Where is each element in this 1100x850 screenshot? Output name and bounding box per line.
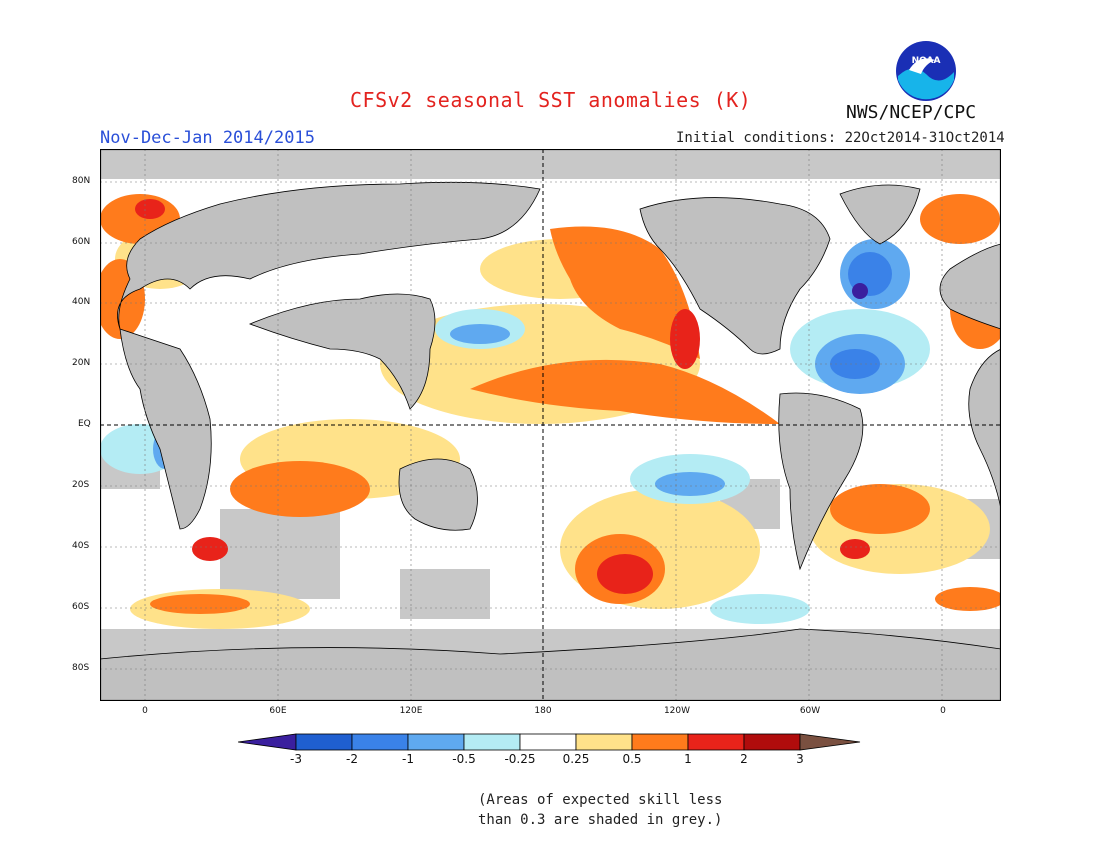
colorbar-label-025: 0.25 [562,752,590,766]
colorbar-label-m05: -0.5 [452,752,476,766]
lon-label-0-east: 0 [940,706,946,716]
colorbar-label-m2: -2 [346,752,358,766]
eurasia-africa-wrap [939,243,1001,510]
lat-label-eq: EQ [78,419,91,429]
lat-label-60s: 60S [72,602,90,612]
lon-label-60w: 60W [799,706,821,716]
agency-label: NWS/NCEP/CPC [846,102,977,123]
sst-anomaly-map [99,148,1002,702]
greenland [839,184,921,245]
land-masses [100,181,1001,701]
map-canvas [99,148,1002,702]
graticule [100,149,1001,701]
lat-label-20n: 20N [72,358,91,368]
antarctica [100,628,1001,701]
lat-label-20s: 20S [72,480,90,490]
lat-label-60n: 60N [72,237,91,247]
lon-label-180: 180 [534,706,552,716]
south-america [778,392,864,571]
footnote-line2: than 0.3 are shaded in grey.) [478,812,723,828]
chart-title: CFSv2 seasonal SST anomalies (K) [350,88,752,112]
lon-label-60e: 60E [269,706,287,716]
colorbar-label-m1: -1 [402,752,414,766]
lat-label-40n: 40N [72,297,91,307]
map-frame [99,148,1002,702]
colorbar-label-05: 0.5 [622,752,642,766]
colorbar-min-arrow [238,733,297,751]
colorbar-label-m3: -3 [290,752,302,766]
colorbar [238,733,861,751]
north-america [639,197,831,355]
australia [398,458,478,531]
lon-label-120e: 120E [399,706,423,716]
season-label: Nov-Dec-Jan 2014/2015 [100,128,315,148]
colorbar-label-1: 1 [684,752,692,766]
lat-label-80n: 80N [72,176,91,186]
lat-label-80s: 80S [72,663,90,673]
initial-conditions-label: Initial conditions: 22Oct2014-31Oct2014 [676,130,1005,146]
colorbar-max-arrow [799,733,861,751]
footnote-line1: (Areas of expected skill less [478,792,723,808]
colorbar-label-m025: -0.25 [504,752,536,766]
colorbar-label-3: 3 [796,752,804,766]
lat-label-40s: 40S [72,541,90,551]
lon-label-120w: 120W [663,706,691,716]
colorbar-label-2: 2 [740,752,748,766]
lon-label-0: 0 [142,706,148,716]
logo-text: NOAA [912,56,941,66]
noaa-logo: NOAA [896,41,956,101]
eurasia-africa [117,181,541,530]
